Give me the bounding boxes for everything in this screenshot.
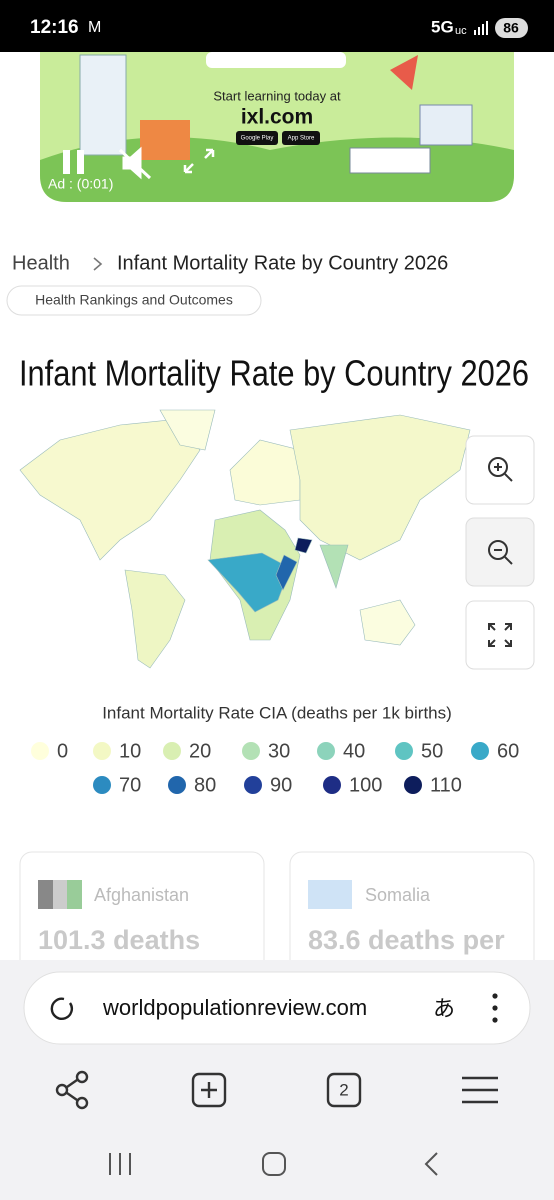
legend-label: 70: [119, 774, 141, 796]
afghanistan[interactable]: [294, 537, 313, 554]
card-country: Somalia: [365, 885, 431, 905]
card-country: Afghanistan: [94, 885, 189, 905]
zoom-in-button[interactable]: [465, 435, 535, 505]
legend-label: 90: [270, 774, 292, 796]
ad-timer: Ad : (0:01): [48, 176, 113, 192]
legend-swatch: [323, 776, 341, 794]
ad-badge[interactable]: [236, 131, 278, 145]
legend-label: 110: [430, 774, 462, 796]
ad-houses: [349, 147, 431, 174]
legend-swatch: [31, 742, 49, 760]
legend: 0 10 20 30 40 50 60 70 80 90 100 110: [31, 740, 519, 796]
share-button[interactable]: [55, 1070, 89, 1110]
legend-label: 20: [189, 740, 211, 762]
south-america[interactable]: [124, 569, 186, 669]
translate-button[interactable]: あ: [433, 996, 455, 1021]
central-africa[interactable]: [207, 552, 291, 613]
zoom-out-button[interactable]: [465, 517, 535, 587]
tag-pill[interactable]: [6, 285, 262, 316]
legend-label: 60: [497, 740, 519, 762]
url[interactable]: worldpopulationreview.com: [102, 995, 367, 1020]
ad-logo-strip: [206, 52, 346, 68]
ad-building: [79, 54, 127, 156]
legend-label: 100: [349, 774, 382, 796]
legend-swatch: [93, 776, 111, 794]
ad-badge-text: App Store: [288, 136, 315, 142]
card-value: 83.6 deaths per: [308, 925, 505, 955]
address-bar[interactable]: [23, 971, 531, 1045]
menu-button[interactable]: [462, 1076, 498, 1104]
legend-swatch: [244, 776, 262, 794]
reload-button[interactable]: [50, 997, 73, 1020]
legend-swatch: [471, 742, 489, 760]
legend-label: 40: [343, 740, 365, 762]
signal-icon: [474, 21, 488, 35]
flag: [308, 880, 352, 909]
ad-kite: [390, 55, 418, 90]
tag-text: Health Rankings and Outcomes: [35, 292, 233, 308]
page-title: Infant Mortality Rate by Country 2026: [19, 353, 529, 394]
australia[interactable]: [359, 599, 416, 646]
legend-label: 50: [421, 740, 443, 762]
legend-label: 30: [268, 740, 290, 762]
somalia[interactable]: [275, 554, 298, 591]
india[interactable]: [319, 544, 349, 589]
network-sub: uc: [455, 25, 467, 37]
legend-swatch: [168, 776, 186, 794]
ad-tagline: Start learning today at: [213, 88, 341, 103]
more-menu[interactable]: [492, 993, 498, 1023]
asia[interactable]: [289, 414, 471, 561]
new-tab-button[interactable]: [191, 1072, 227, 1108]
status-bar: [0, 0, 554, 52]
fullscreen-button[interactable]: [183, 148, 215, 174]
north-america[interactable]: [19, 419, 201, 561]
battery: [495, 18, 528, 38]
nav-home[interactable]: [262, 1152, 286, 1176]
world-map[interactable]: [19, 409, 471, 669]
breadcrumb-parent[interactable]: Health: [12, 252, 70, 274]
tabs-button[interactable]: [326, 1072, 362, 1108]
legend-swatch: [242, 742, 260, 760]
battery-level: 86: [503, 20, 519, 36]
europe[interactable]: [229, 439, 301, 506]
fullscreen-map-button[interactable]: [465, 600, 535, 670]
legend-label: 80: [194, 774, 216, 796]
card-value: 101.3 deaths: [38, 925, 200, 955]
clock: 12:16: [30, 17, 79, 38]
ad-badge-text: Google Play: [241, 136, 274, 142]
greenland[interactable]: [159, 409, 216, 451]
ad-books: [140, 120, 190, 160]
pause-button[interactable]: [63, 150, 84, 174]
network: 5G: [431, 17, 454, 36]
breadcrumb-separator: [93, 257, 103, 271]
ad-school: [419, 104, 473, 146]
legend-swatch: [163, 742, 181, 760]
legend-swatch: [317, 742, 335, 760]
ad-badge[interactable]: [282, 131, 320, 145]
nav-recents[interactable]: [109, 1153, 131, 1175]
legend-title: Infant Mortality Rate CIA (deaths per 1k…: [102, 703, 452, 722]
tab-count: 2: [339, 1080, 348, 1099]
flag-stripe: [67, 880, 82, 909]
legend-label: 10: [119, 740, 141, 762]
legend-label: 0: [57, 740, 68, 762]
legend-swatch: [404, 776, 422, 794]
breadcrumb-current: Infant Mortality Rate by Country 2026: [117, 252, 448, 274]
mail-icon: M: [88, 19, 101, 36]
flag-stripe: [38, 880, 53, 909]
legend-swatch: [93, 742, 111, 760]
ad-site: ixl.com: [241, 106, 313, 129]
nav-back[interactable]: [424, 1152, 438, 1176]
legend-swatch: [395, 742, 413, 760]
mute-button[interactable]: [118, 146, 152, 180]
